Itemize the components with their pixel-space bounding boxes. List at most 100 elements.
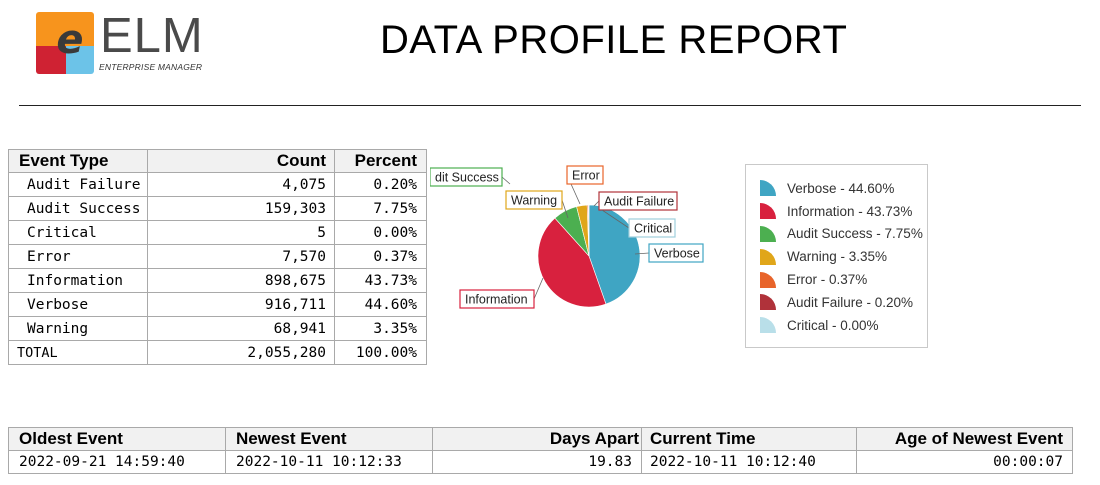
header-count: Count (147, 149, 335, 173)
header-percent: Percent (334, 149, 427, 173)
header-days-apart: Days Apart (432, 427, 642, 451)
table-row: Audit Failure 4,075 0.20% (8, 172, 427, 197)
legend-label: Verbose - 44.60% (787, 180, 895, 196)
count-cell: 68,941 (147, 316, 335, 341)
total-label-cell: TOTAL (8, 340, 148, 365)
legend-item: Warning - 3.35% (746, 245, 927, 268)
legend-swatch-icon (760, 203, 776, 220)
pie-slice-information (537, 217, 607, 308)
callout-label-information: Information (465, 293, 528, 307)
legend-swatch-icon (760, 225, 776, 242)
callout-label-error: Error (572, 169, 600, 183)
event-type-cell: Verbose (8, 292, 148, 317)
header-divider (19, 105, 1081, 106)
callout-label-audit-success: dit Success (435, 171, 499, 185)
age-newest-event-cell: 00:00:07 (856, 450, 1073, 474)
callout-box-information (459, 289, 535, 309)
table-row: Audit Success 159,303 7.75% (8, 196, 427, 221)
chart-legend: Verbose - 44.60% Information - 43.73% Audi… (745, 164, 928, 348)
event-type-cell: Warning (8, 316, 148, 341)
count-cell: 159,303 (147, 196, 335, 221)
legend-swatch-icon (760, 180, 776, 197)
event-summary-table: Oldest Event Newest Event Days Apart Cur… (8, 427, 1073, 474)
callout-box-verbose (648, 243, 704, 263)
callout-leader-audit-failure (593, 200, 600, 207)
callout-leader-warning (561, 199, 569, 219)
count-cell: 7,570 (147, 244, 335, 269)
legend-item: Verbose - 44.60% (746, 177, 927, 200)
table-row: Critical 5 0.00% (8, 220, 427, 245)
legend-item: Error - 0.37% (746, 268, 927, 291)
callout-leader-information (533, 277, 544, 300)
legend-swatch-icon (760, 294, 776, 311)
event-type-cell: Critical (8, 220, 148, 245)
legend-label: Audit Success - 7.75% (787, 226, 923, 242)
table-row: Information 898,675 43.73% (8, 268, 427, 293)
percent-cell: 7.75% (334, 196, 427, 221)
pie-slice-audit-failure (588, 204, 590, 257)
callout-box-audit-failure (598, 191, 678, 211)
header-age-newest-event: Age of Newest Event (856, 427, 1073, 451)
callout-label-verbose: Verbose (654, 247, 700, 261)
newest-event-cell: 2022-10-11 10:12:33 (225, 450, 433, 474)
legend-swatch-icon (760, 271, 776, 288)
legend-label: Information - 43.73% (787, 203, 913, 219)
elm-logo: e ELM ENTERPRISE MANAGER (36, 9, 206, 78)
legend-item: Audit Failure - 0.20% (746, 291, 927, 314)
legend-swatch-icon (760, 248, 776, 265)
logo-orange-square (36, 12, 94, 46)
total-percent-cell: 100.00% (334, 340, 427, 365)
header-event-type: Event Type (8, 149, 148, 173)
header-newest-event: Newest Event (225, 427, 433, 451)
legend-swatch-icon (760, 317, 776, 334)
callout-label-critical: Critical (634, 222, 672, 236)
legend-label: Warning - 3.35% (787, 249, 888, 265)
legend-label: Error - 0.37% (787, 272, 868, 288)
callout-label-warning: Warning (511, 194, 557, 208)
percent-cell: 3.35% (334, 316, 427, 341)
current-time-cell: 2022-10-11 10:12:40 (641, 450, 857, 474)
count-cell: 5 (147, 220, 335, 245)
logo-subtitle: ENTERPRISE MANAGER (99, 62, 203, 72)
logo-letter: e (56, 17, 84, 63)
legend-label: Audit Failure - 0.20% (787, 294, 914, 310)
callout-box-critical (628, 218, 676, 238)
callout-box-audit-success (430, 167, 503, 187)
percent-cell: 0.20% (334, 172, 427, 197)
event-type-cell: Audit Failure (8, 172, 148, 197)
callout-box-error (566, 165, 604, 185)
callout-label-audit-failure: Audit Failure (604, 195, 674, 209)
table-header-row: Event Type Count Percent (8, 149, 427, 173)
percent-cell: 0.00% (334, 220, 427, 245)
header-oldest-event: Oldest Event (8, 427, 226, 451)
oldest-event-cell: 2022-09-21 14:59:40 (8, 450, 226, 474)
count-cell: 916,711 (147, 292, 335, 317)
page-title: DATA PROFILE REPORT (380, 18, 848, 62)
callout-leader-critical (601, 209, 630, 229)
event-type-cell: Audit Success (8, 196, 148, 221)
legend-item: Audit Success - 7.75% (746, 223, 927, 246)
table-row: Warning 68,941 3.35% (8, 316, 427, 341)
summary-row: 2022-09-21 14:59:40 2022-10-11 10:12:33 … (8, 450, 1073, 474)
total-count-cell: 2,055,280 (147, 340, 335, 365)
percent-cell: 43.73% (334, 268, 427, 293)
percent-cell: 0.37% (334, 244, 427, 269)
event-type-cell: Error (8, 244, 148, 269)
table-row: Verbose 916,711 44.60% (8, 292, 427, 317)
callout-leader-verbose (634, 252, 650, 255)
percent-cell: 44.60% (334, 292, 427, 317)
header-current-time: Current Time (641, 427, 857, 451)
count-cell: 4,075 (147, 172, 335, 197)
legend-label: Critical - 0.00% (787, 317, 879, 333)
logo-name: ELM (100, 9, 204, 63)
logo-blue-square (66, 46, 94, 74)
summary-header-row: Oldest Event Newest Event Days Apart Cur… (8, 427, 1073, 451)
event-type-cell: Information (8, 268, 148, 293)
legend-item: Information - 43.73% (746, 200, 927, 223)
table-row: Error 7,570 0.37% (8, 244, 427, 269)
event-type-table: Event Type Count Percent Audit Failure 4… (8, 149, 427, 365)
event-type-pie-chart: Verbose Information dit Success Warning Erro… (430, 165, 704, 309)
count-cell: 898,675 (147, 268, 335, 293)
callout-box-warning (505, 190, 563, 210)
days-apart-cell: 19.83 (432, 450, 642, 474)
